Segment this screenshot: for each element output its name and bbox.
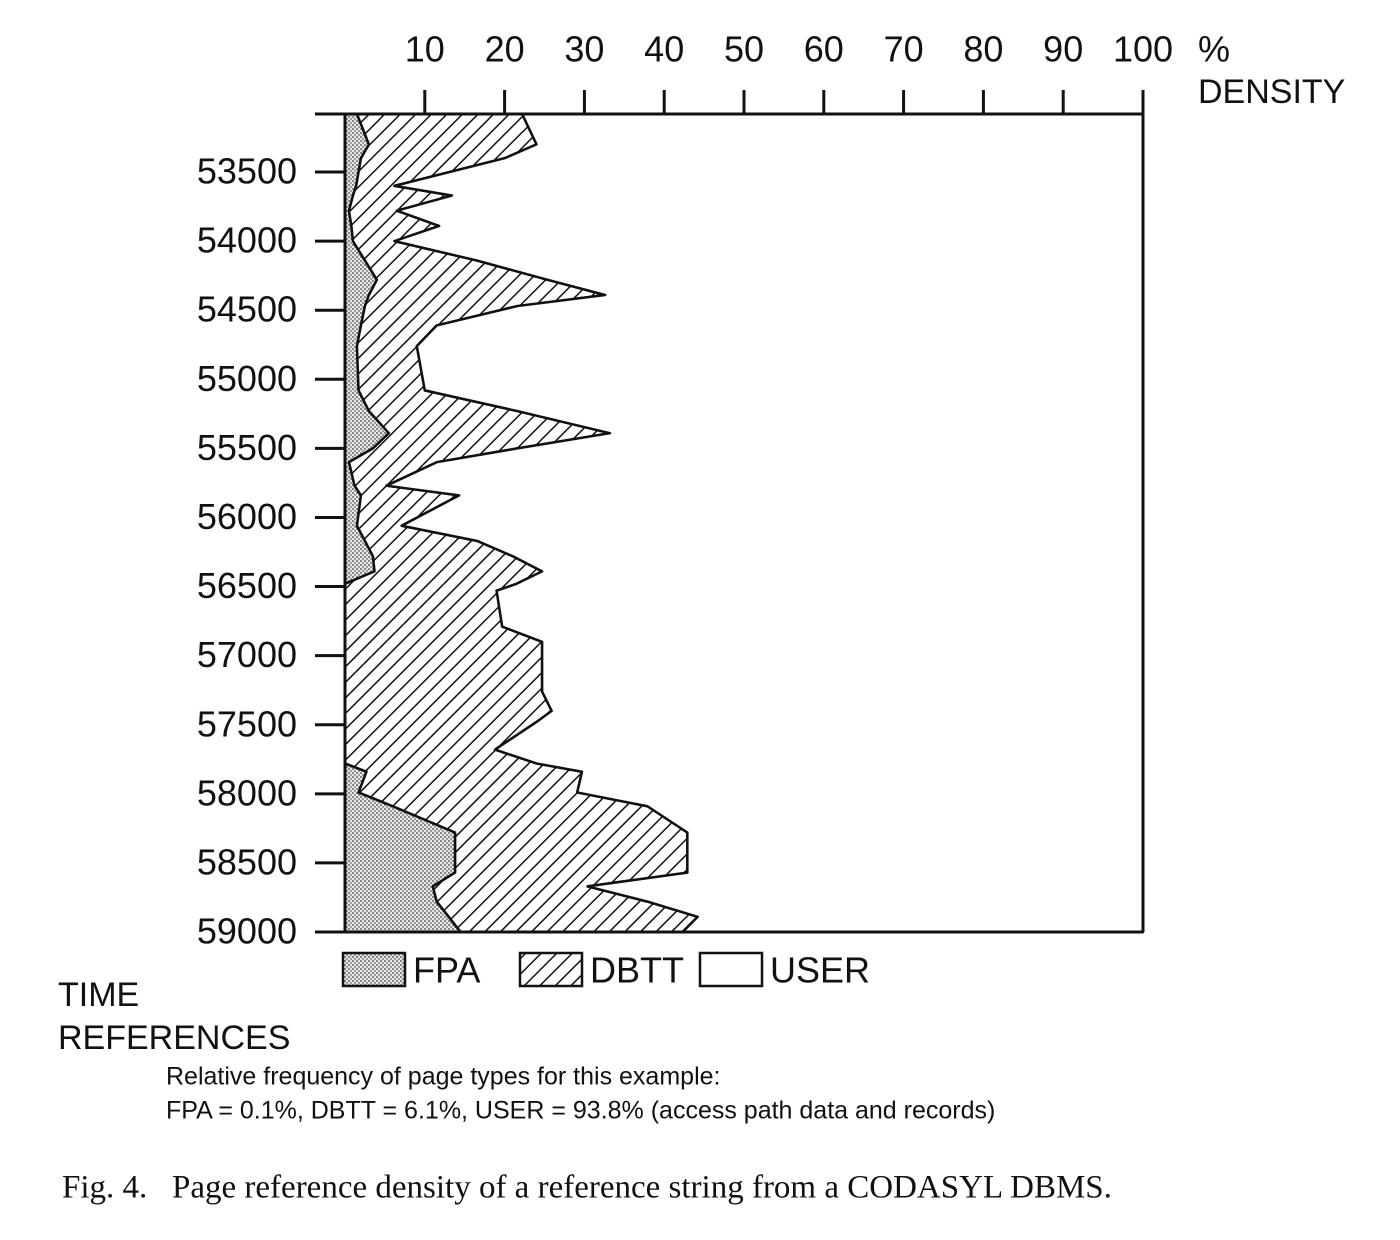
y-tick-label: 57000 (197, 634, 297, 675)
y-tick-label: 58000 (197, 772, 297, 813)
legend-label: DBTT (590, 950, 684, 991)
legend-label: USER (770, 950, 870, 991)
x-tick-label: 10 (405, 29, 445, 70)
x-axis-label: DENSITY (1198, 73, 1345, 111)
y-tick-label: 53500 (197, 151, 297, 192)
x-tick-label: 20 (485, 29, 525, 70)
x-tick-label: 30 (564, 29, 604, 70)
legend-swatch (518, 951, 584, 988)
y-tick-label: 54000 (197, 220, 297, 261)
y-tick-label: 56000 (197, 496, 297, 537)
legend-label: FPA (413, 950, 480, 991)
caption: Fig. 4. Page reference density of a refe… (62, 1170, 1112, 1206)
y-axis-label: TIME (58, 976, 139, 1014)
note: FPA = 0.1%, DBTT = 6.1%, USER = 93.8% (a… (166, 1097, 995, 1125)
x-unit: % (1198, 29, 1230, 70)
y-tick-label: 54500 (197, 289, 297, 330)
x-tick-label: 80 (963, 29, 1003, 70)
y-tick-label: 59000 (197, 911, 297, 952)
x-tick-label: 100 (1113, 29, 1173, 70)
y-axis-label: REFERENCES (58, 1019, 290, 1057)
y-tick-label: 58500 (197, 841, 297, 882)
y-tick-label: 56500 (197, 565, 297, 606)
x-tick-label: 70 (884, 29, 924, 70)
y-tick-label: 55000 (197, 358, 297, 399)
y-tick-label: 55500 (197, 427, 297, 468)
x-tick-label: 60 (804, 29, 844, 70)
x-tick-label: 90 (1043, 29, 1083, 70)
x-tick-label: 50 (724, 29, 764, 70)
legend-swatch (341, 951, 407, 988)
legend-swatch (698, 951, 764, 988)
y-tick-label: 57500 (197, 703, 297, 744)
note: Relative frequency of page types for thi… (166, 1063, 720, 1091)
x-tick-label: 40 (644, 29, 684, 70)
